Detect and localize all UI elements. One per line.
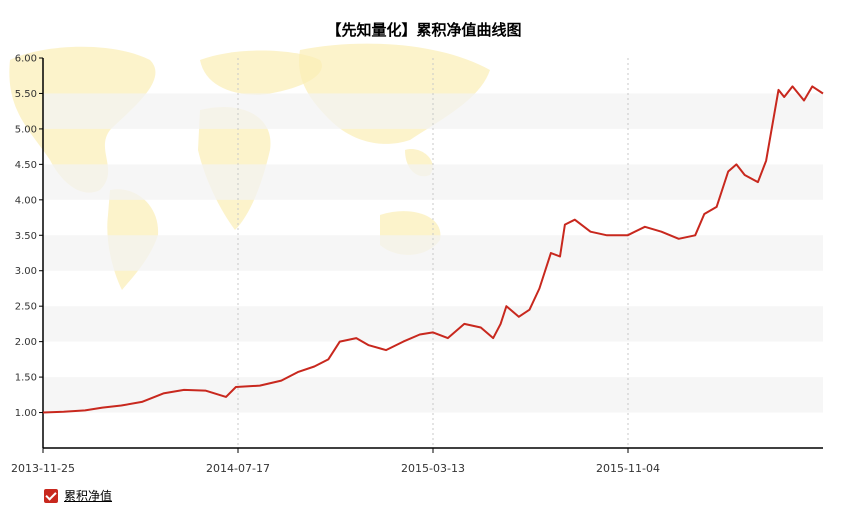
y-tick-label: 2.00 [15, 337, 37, 348]
vertical-gridlines [237, 58, 629, 448]
y-tick-label: 4.50 [15, 160, 37, 171]
legend-label: 累积净值 [64, 489, 113, 503]
plot-bands [43, 93, 823, 413]
y-tick-label: 6.00 [15, 54, 37, 65]
map-shape [200, 50, 322, 95]
y-tick-label: 1.50 [15, 373, 37, 384]
y-tick-label: 1.00 [15, 408, 37, 419]
x-axis-ticks: 2013-11-25 2014-07-17 2015-03-13 2015-11-04 [11, 448, 660, 475]
y-tick-label: 5.00 [15, 124, 37, 135]
legend-item[interactable]: 累积净值 [44, 487, 112, 504]
x-tick-label: 2013-11-25 [11, 462, 75, 475]
series-line [42, 85, 824, 414]
y-tick-label: 3.50 [15, 231, 37, 242]
y-tick-label: 3.00 [15, 266, 37, 277]
y-tick-label: 2.50 [15, 302, 37, 313]
y-tick-label: 4.00 [15, 195, 37, 206]
chart-title: 【先知量化】累积净值曲线图 [326, 21, 521, 39]
y-tick-label: 5.50 [15, 89, 37, 100]
x-tick-label: 2015-11-04 [596, 462, 660, 475]
x-tick-label: 2014-07-17 [206, 462, 270, 475]
x-tick-label: 2015-03-13 [401, 462, 465, 475]
series-group [42, 85, 824, 414]
checkbox-icon[interactable] [44, 488, 58, 503]
y-axis-ticks: 6.00 5.50 5.00 4.50 4.00 3.50 3.00 2.50 2.00 1.50… [15, 54, 43, 419]
